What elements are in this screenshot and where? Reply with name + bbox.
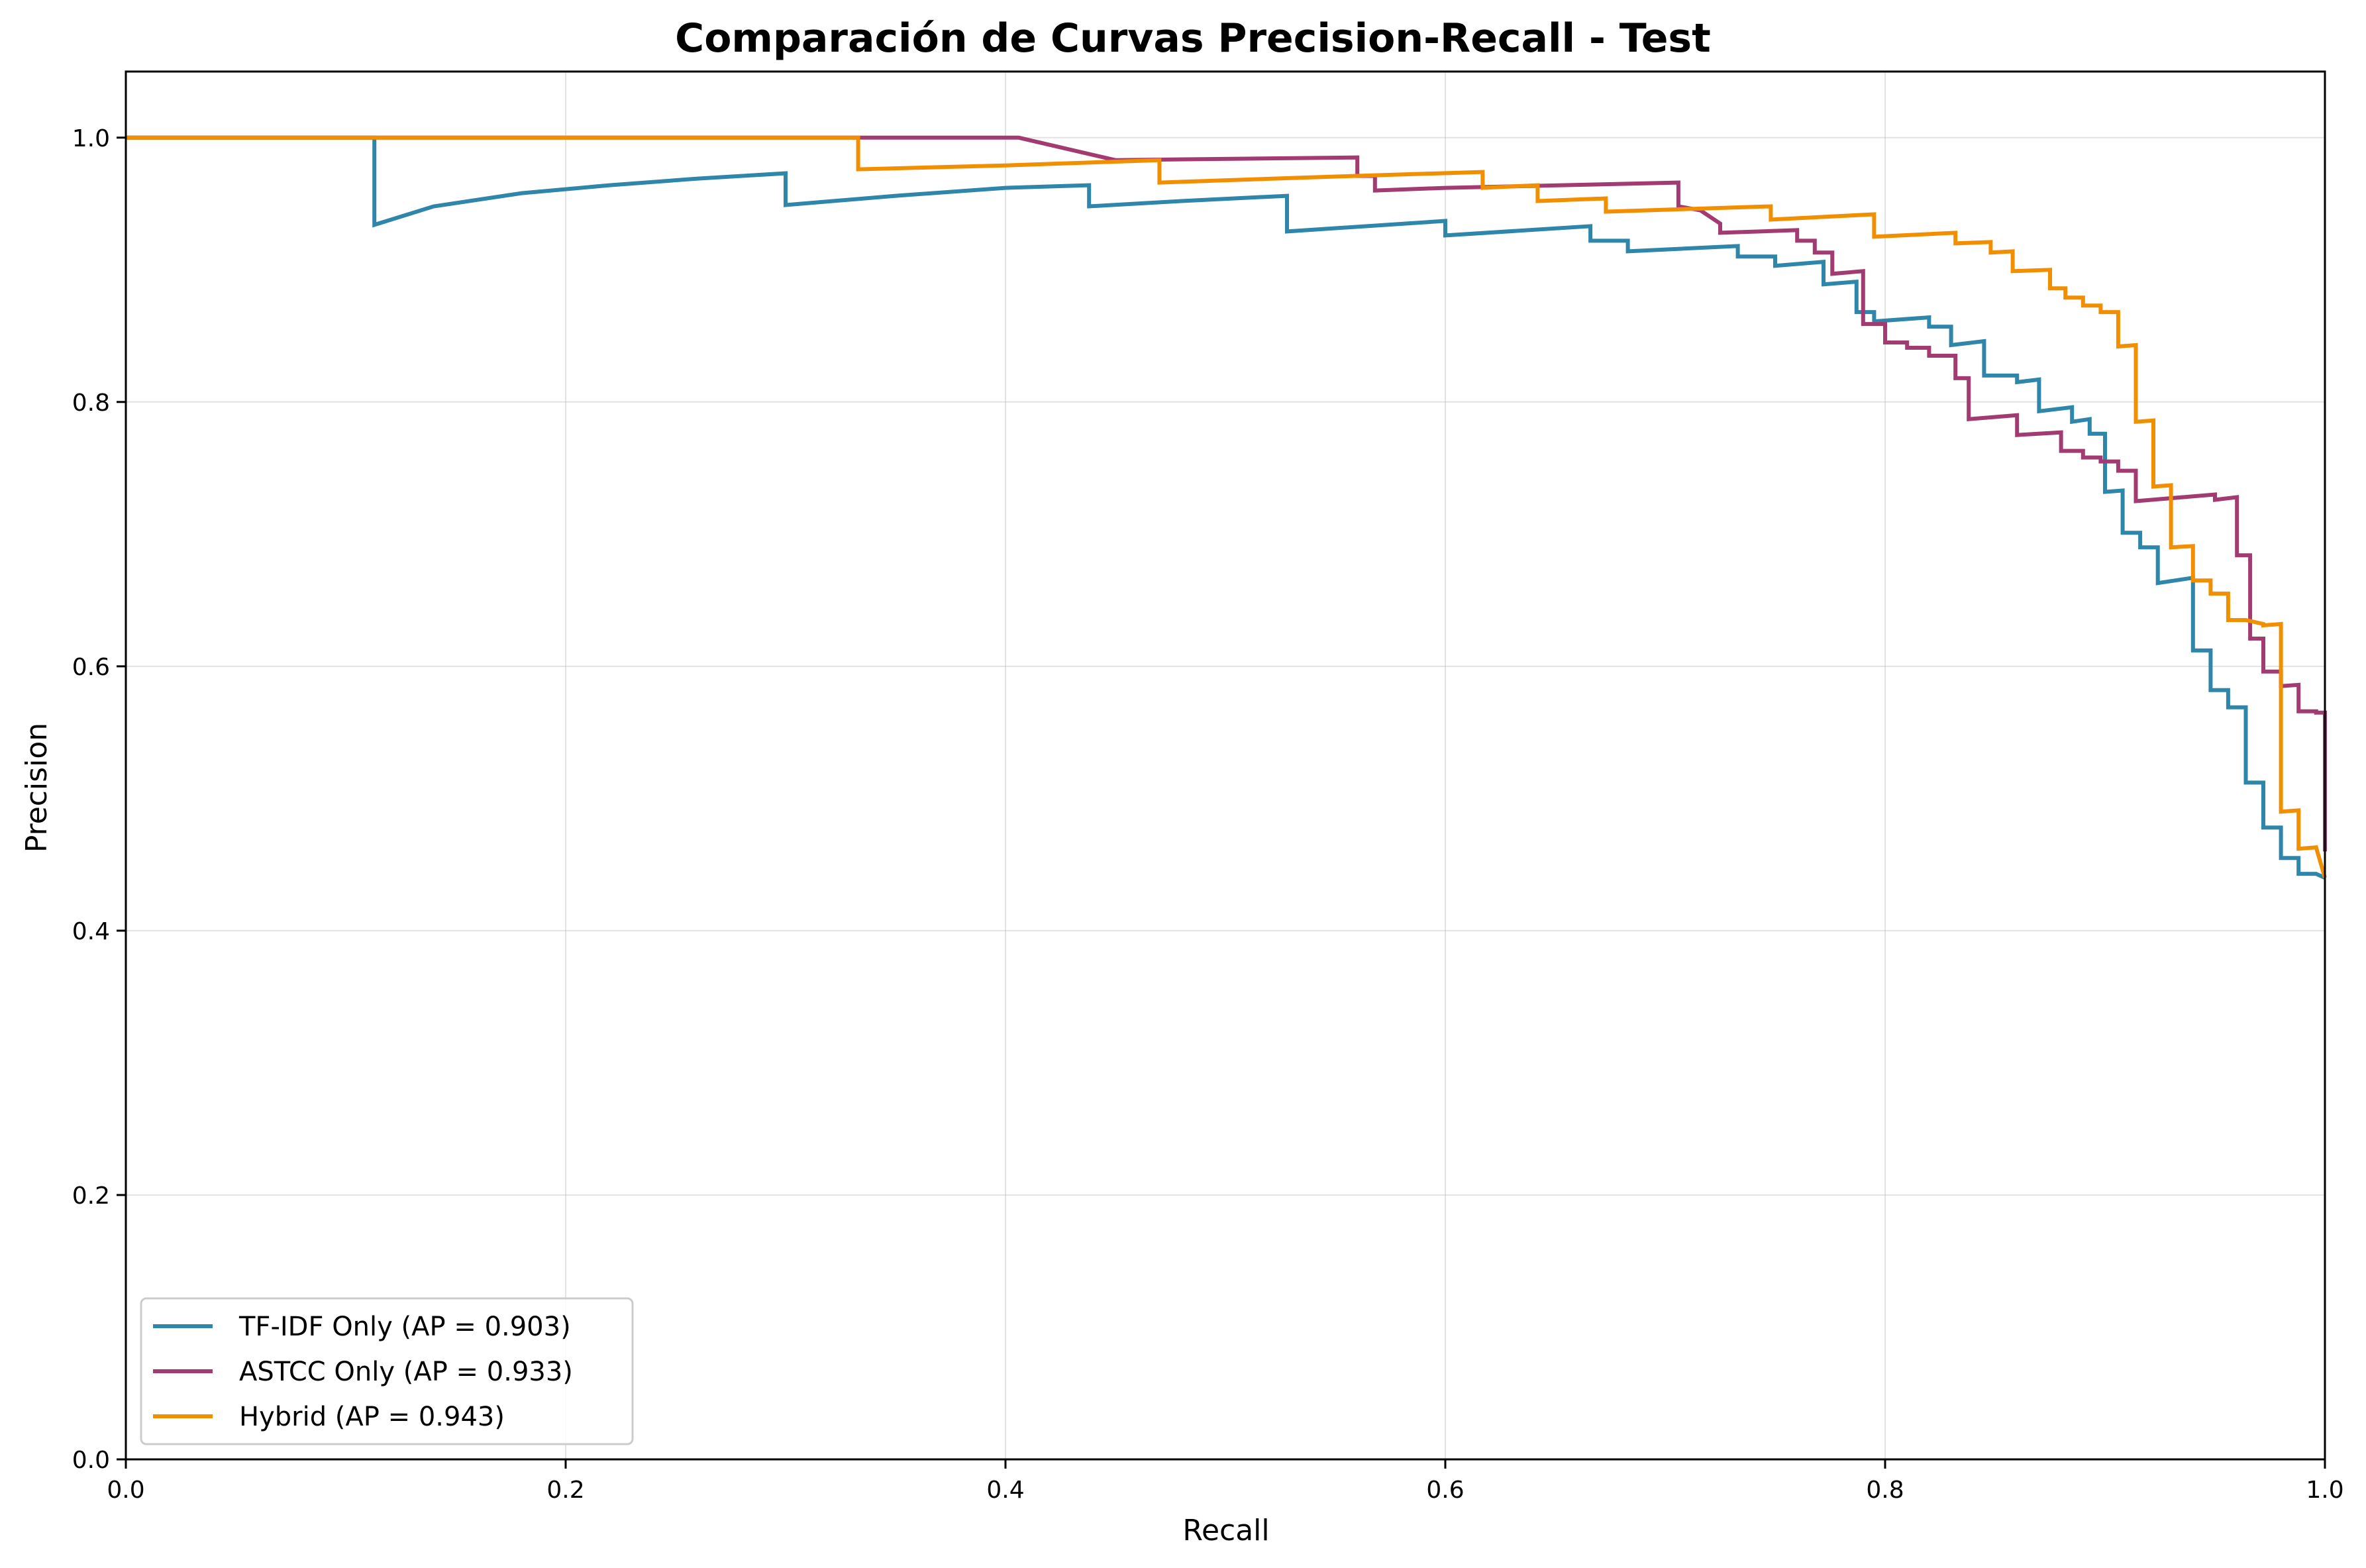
legend-label: Hybrid (AP = 0.943) <box>239 1402 505 1432</box>
grid <box>125 72 2326 1460</box>
y-axis-label: Precision <box>20 723 54 853</box>
y-tick-label: 0.4 <box>72 918 110 945</box>
series-line-2 <box>126 135 2327 878</box>
plot-lines <box>126 135 2327 880</box>
y-tick-label: 0.2 <box>72 1182 110 1210</box>
y-tick-label: 0.6 <box>72 654 110 681</box>
x-tick-label: 1.0 <box>2306 1477 2343 1504</box>
legend-box <box>140 1297 634 1445</box>
legend-label: ASTCC Only (AP = 0.933) <box>239 1357 573 1387</box>
y-tick-label: 0.8 <box>72 390 110 417</box>
series-line-0 <box>126 135 2326 880</box>
y-tick-label: 0.0 <box>72 1447 110 1474</box>
x-tick-label: 0.8 <box>1866 1477 1904 1504</box>
legend-label: TF-IDF Only (AP = 0.903) <box>238 1312 571 1342</box>
x-tick-label: 0.6 <box>1426 1477 1464 1504</box>
x-tick-label: 0.2 <box>546 1477 584 1504</box>
chart-title: Comparación de Curvas Precision-Recall -… <box>675 15 1711 62</box>
x-axis-label: Recall <box>1182 1514 1269 1547</box>
x-tick-label: 0.4 <box>986 1477 1024 1504</box>
x-tick-label: 0.0 <box>107 1477 144 1504</box>
y-tick-label: 1.0 <box>72 125 110 152</box>
legend: TF-IDF Only (AP = 0.903) ASTCC Only (AP =… <box>140 1297 634 1445</box>
plot-frame <box>125 70 2326 1461</box>
ticks: 0.0 0.2 0.4 0.6 0.8 1.0 0.0 0.2 0.4 0.6 0.8 1.0 <box>72 125 2344 1504</box>
